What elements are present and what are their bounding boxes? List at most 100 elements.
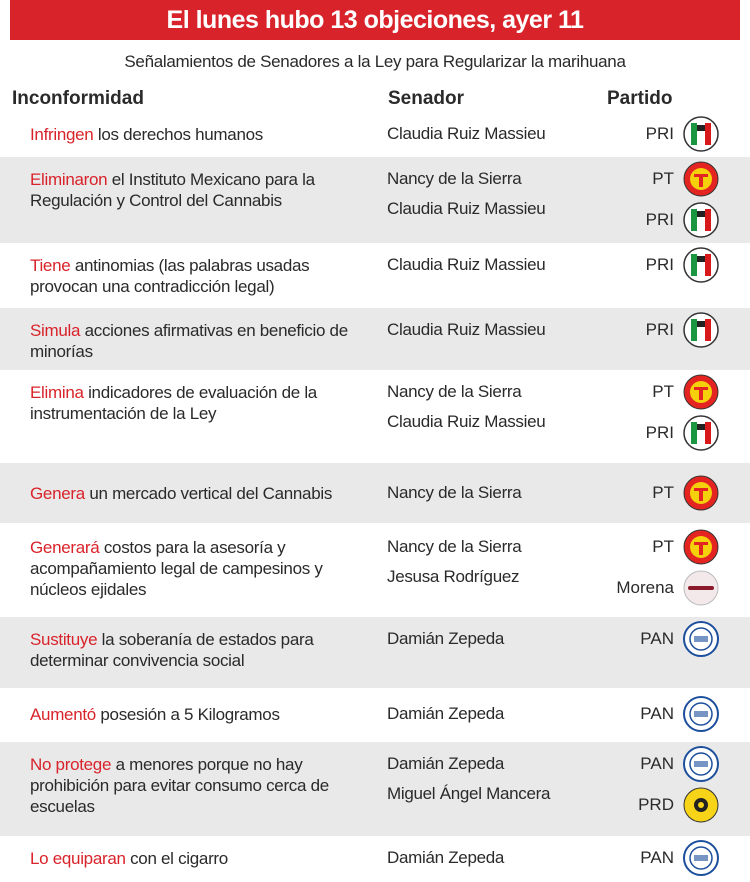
- party: PRI: [590, 114, 720, 154]
- table-row: Genera un mercado vertical del Cannabis N…: [0, 463, 750, 523]
- party-logo: [683, 161, 719, 197]
- party: PT: [590, 527, 720, 567]
- table-row: No protege a menores porque no hay prohi…: [0, 742, 750, 836]
- column-header: Partido: [607, 88, 673, 109]
- party: PRI: [590, 310, 720, 350]
- inconformidad: Infringen los derechos humanos: [30, 124, 365, 145]
- party: PT: [590, 473, 720, 513]
- description: posesión a 5 Kilogramos: [100, 705, 280, 724]
- party-name: PT: [652, 382, 674, 401]
- table-row: Simula acciones afirmativas en beneficio…: [0, 308, 750, 370]
- table-row: Eliminaron el Instituto Mexicano para la…: [0, 157, 750, 243]
- party-logo: [683, 312, 719, 348]
- senator: Claudia Ruiz Massieu: [387, 199, 546, 218]
- senator: Miguel Ángel Mancera: [387, 784, 551, 803]
- inconformidad: Generará costos para la asesoría y acomp…: [30, 537, 365, 600]
- party: PRI: [590, 413, 720, 453]
- table-row: Infringen los derechos humanos Claudia Ru…: [0, 112, 750, 157]
- verb: Eliminaron: [30, 170, 108, 189]
- party: PRI: [590, 200, 720, 240]
- party-logo: [683, 475, 719, 511]
- description: antinomias (las palabras usadas provocan…: [30, 256, 310, 296]
- inconformidad: Elimina indicadores de evaluación de la …: [30, 382, 365, 424]
- table-row: Generará costos para la asesoría y acomp…: [0, 523, 750, 617]
- party-name: PT: [652, 169, 674, 188]
- party: Morena: [590, 568, 720, 608]
- party-name: PT: [652, 483, 674, 502]
- inconformidad: Tiene antinomias (las palabras usadas pr…: [30, 255, 365, 297]
- senator: Claudia Ruiz Massieu: [387, 124, 546, 143]
- party-logo: [683, 746, 719, 782]
- party-name: PRI: [645, 124, 674, 143]
- verb: Infringen: [30, 125, 94, 144]
- party-logo: [683, 529, 719, 565]
- party: PAN: [590, 838, 720, 878]
- subtitle: Señalamientos de Senadores a la Ley para…: [124, 52, 626, 71]
- party: PRI: [590, 245, 720, 285]
- party-logo: [683, 840, 719, 876]
- table-row: Aumentó posesión a 5 Kilogramos Damián Ze…: [0, 688, 750, 742]
- senator: Claudia Ruiz Massieu: [387, 412, 546, 431]
- verb: Generará: [30, 538, 100, 557]
- senator: Claudia Ruiz Massieu: [387, 320, 546, 339]
- senator: Damián Zepeda: [387, 629, 505, 648]
- party-name: PRI: [645, 320, 674, 339]
- party: PT: [590, 159, 720, 199]
- verb: Simula: [30, 321, 81, 340]
- inconformidad: Lo equiparan con el cigarro: [30, 848, 365, 869]
- party: PAN: [590, 694, 720, 734]
- description: costos para la asesoría y acompañamiento…: [30, 538, 323, 599]
- party-logo: [683, 696, 719, 732]
- senator: Jesusa Rodríguez: [387, 567, 520, 586]
- inconformidad: Eliminaron el Instituto Mexicano para la…: [30, 169, 365, 211]
- column-header: Inconformidad: [12, 88, 144, 109]
- senator: Claudia Ruiz Massieu: [387, 255, 546, 274]
- party-name: PAN: [640, 754, 674, 773]
- inconformidad: Genera un mercado vertical del Cannabis: [30, 483, 365, 504]
- party: PAN: [590, 744, 720, 784]
- title: El lunes hubo 13 objeciones, ayer 11: [10, 0, 740, 40]
- party-name: PT: [652, 537, 674, 556]
- senator: Nancy de la Sierra: [387, 483, 522, 502]
- verb: Lo equiparan: [30, 849, 126, 868]
- party-name: PRI: [645, 423, 674, 442]
- senator: Nancy de la Sierra: [387, 169, 522, 188]
- party: PAN: [590, 619, 720, 659]
- party: PRD: [590, 785, 720, 825]
- column-header: Senador: [388, 88, 465, 109]
- party-logo: [683, 621, 719, 657]
- inconformidad: No protege a menores porque no hay prohi…: [30, 754, 365, 817]
- verb: Aumentó: [30, 705, 96, 724]
- table-row: Lo equiparan con el cigarro Damián Zepeda…: [0, 836, 750, 882]
- senator: Damián Zepeda: [387, 704, 505, 723]
- description: indicadores de evaluación de la instrume…: [30, 383, 317, 423]
- party: PT: [590, 372, 720, 412]
- party-logo: [683, 116, 719, 152]
- description: a menores porque no hay prohibición para…: [30, 755, 329, 816]
- table-row: Elimina indicadores de evaluación de la …: [0, 370, 750, 463]
- table-row: Sustituye la soberanía de estados para d…: [0, 617, 750, 688]
- verb: No protege: [30, 755, 112, 774]
- senator: Nancy de la Sierra: [387, 537, 522, 556]
- table-row: Tiene antinomias (las palabras usadas pr…: [0, 243, 750, 308]
- description: con el cigarro: [130, 849, 228, 868]
- party-name: PRI: [645, 255, 674, 274]
- party-name: Morena: [616, 578, 674, 597]
- description: la soberanía de estados para determinar …: [30, 630, 314, 670]
- party-name: PRI: [645, 210, 674, 229]
- verb: Tiene: [30, 256, 71, 275]
- inconformidad: Sustituye la soberanía de estados para d…: [30, 629, 365, 671]
- senator: Damián Zepeda: [387, 848, 505, 867]
- party-name: PAN: [640, 629, 674, 648]
- party-logo: [683, 570, 719, 606]
- verb: Genera: [30, 484, 85, 503]
- description: los derechos humanos: [97, 125, 263, 144]
- verb: Sustituye: [30, 630, 98, 649]
- inconformidad: Aumentó posesión a 5 Kilogramos: [30, 704, 365, 725]
- description: el Instituto Mexicano para la Regulación…: [30, 170, 315, 210]
- description: acciones afirmativas en beneficio de min…: [30, 321, 348, 361]
- party-logo: [683, 247, 719, 283]
- party-name: PAN: [640, 704, 674, 723]
- verb: Elimina: [30, 383, 84, 402]
